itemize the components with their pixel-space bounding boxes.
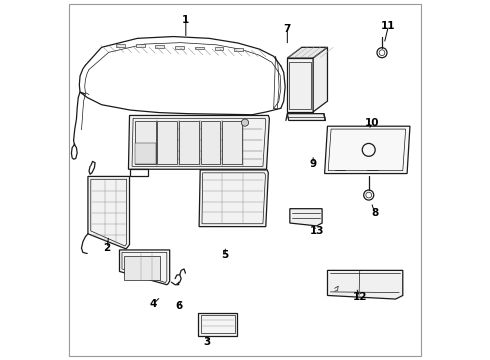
Bar: [136, 44, 145, 47]
Bar: [222, 121, 242, 164]
Polygon shape: [88, 176, 129, 249]
Polygon shape: [198, 313, 237, 336]
Text: 2: 2: [103, 243, 111, 253]
Bar: [135, 143, 156, 164]
Polygon shape: [324, 126, 410, 174]
Text: 1: 1: [182, 15, 190, 26]
Polygon shape: [290, 209, 322, 226]
Bar: [135, 121, 156, 164]
Text: 10: 10: [365, 118, 380, 128]
Bar: [157, 121, 177, 164]
Text: 3: 3: [204, 337, 211, 347]
Text: 9: 9: [310, 159, 317, 169]
Polygon shape: [313, 47, 327, 112]
Text: 8: 8: [371, 208, 378, 218]
Text: 6: 6: [175, 301, 182, 311]
Bar: [175, 46, 184, 49]
Polygon shape: [120, 250, 170, 285]
Polygon shape: [199, 170, 269, 226]
Bar: [290, 62, 311, 109]
Bar: [116, 44, 125, 46]
Bar: [195, 46, 204, 49]
Bar: [234, 48, 243, 51]
Text: 4: 4: [150, 299, 157, 309]
Polygon shape: [128, 116, 270, 169]
Text: 13: 13: [310, 226, 324, 236]
Bar: [179, 121, 199, 164]
Bar: [124, 256, 160, 280]
Bar: [155, 45, 164, 48]
Text: 12: 12: [352, 292, 367, 302]
Bar: [200, 121, 220, 164]
Polygon shape: [287, 58, 313, 112]
Text: 11: 11: [381, 21, 396, 31]
Polygon shape: [327, 270, 403, 299]
Text: 5: 5: [221, 250, 229, 260]
Bar: [215, 47, 223, 50]
Polygon shape: [287, 47, 327, 58]
Circle shape: [242, 119, 248, 126]
Polygon shape: [287, 114, 325, 121]
Text: 7: 7: [284, 24, 291, 35]
